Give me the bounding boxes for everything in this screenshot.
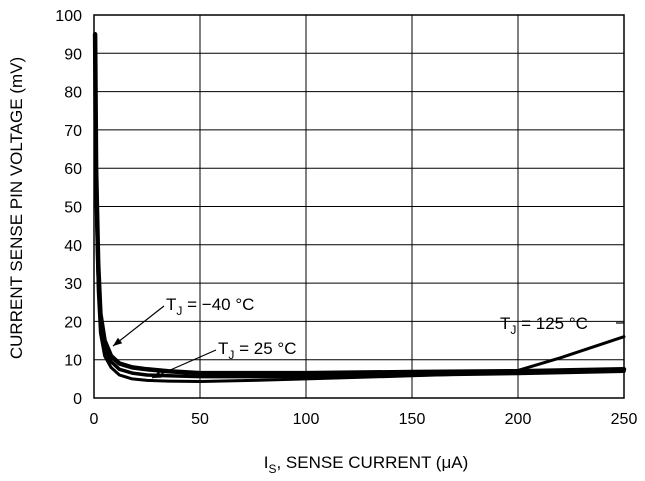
- x-axis-title: IS, SENSE CURRENT (μA): [264, 453, 469, 476]
- label-tj-minus40: TJ = −40 °C: [166, 295, 254, 318]
- y-tick-label: 20: [64, 314, 82, 331]
- label-tj-125-main: T: [500, 314, 510, 333]
- label-tj-125-rest: = 125 °C: [516, 314, 588, 333]
- x-axis-title-main: I: [264, 453, 269, 472]
- y-tick-label: 30: [64, 276, 82, 293]
- x-axis-title-end: A): [451, 453, 468, 472]
- label-tj-125-subscript: J: [510, 323, 516, 337]
- x-tick-label: 100: [293, 411, 320, 428]
- plot-frame: [93, 14, 625, 399]
- x-axis-title-mu: μ: [441, 453, 451, 472]
- x-axis-title-rest: , SENSE CURRENT (: [276, 453, 441, 472]
- label-tj-25-arrowhead: [152, 371, 162, 378]
- label-tj-125: TJ = 125 °C: [500, 314, 588, 337]
- curve-tj-125: [93, 51, 626, 383]
- label-tj-25-main: T: [218, 339, 228, 358]
- series-annotations: TJ = −40 °CTJ = 25 °CTJ = 125 °C: [112, 295, 624, 379]
- label-tj-minus40-arrowhead: [113, 337, 123, 346]
- y-tick-label: 90: [64, 46, 82, 63]
- label-tj-minus40-subscript: J: [176, 304, 182, 318]
- y-tick-label: 10: [64, 353, 82, 370]
- label-tj-minus40-rest: = −40 °C: [182, 295, 254, 314]
- y-tick-label: 70: [64, 123, 82, 140]
- label-tj-minus40-main: T: [166, 295, 176, 314]
- label-tj-25-rest: = 25 °C: [234, 339, 296, 358]
- data-curves: [92, 31, 627, 383]
- y-tick-label: 0: [73, 391, 82, 408]
- tick-labels: 0 10 20 30 40 50 60 70 80 90 100 0 50 100 150 200 250: [55, 8, 637, 428]
- y-tick-label: 40: [64, 238, 82, 255]
- y-tick-label: 60: [64, 161, 82, 178]
- x-axis-title-subscript: S: [268, 462, 276, 476]
- y-tick-label: 80: [64, 85, 82, 102]
- y-tick-label: 100: [55, 8, 82, 25]
- y-axis-title: CURRENT SENSE PIN VOLTAGE (mV): [7, 57, 26, 359]
- grid-lines: [93, 14, 625, 399]
- x-tick-label: 200: [505, 411, 532, 428]
- x-tick-label: 0: [90, 411, 99, 428]
- x-tick-label: 250: [611, 411, 638, 428]
- label-tj-25-leader: [151, 349, 217, 379]
- label-tj-25-subscript: J: [228, 348, 234, 362]
- x-tick-label: 50: [191, 411, 209, 428]
- label-tj-25: TJ = 25 °C: [218, 339, 296, 362]
- label-tj-minus40-leader: [112, 305, 165, 347]
- y-tick-label: 50: [64, 200, 82, 217]
- x-tick-label: 150: [399, 411, 426, 428]
